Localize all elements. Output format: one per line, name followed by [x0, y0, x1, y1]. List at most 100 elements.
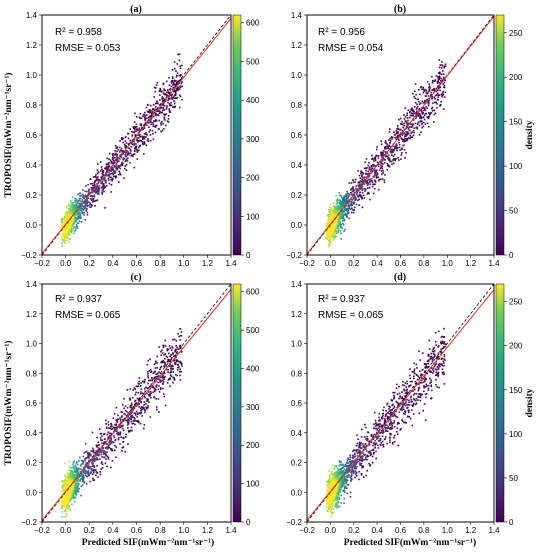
density-point [154, 390, 156, 392]
density-point [136, 411, 138, 413]
density-point [149, 395, 151, 397]
density-point [329, 211, 331, 213]
density-point [136, 128, 138, 130]
density-point [142, 392, 144, 394]
density-point [179, 60, 181, 62]
density-point [155, 132, 157, 134]
density-point [144, 115, 146, 117]
density-point [348, 218, 350, 220]
density-point [442, 65, 444, 67]
panel-title: (a) [130, 4, 142, 15]
x-tick-label: 0.0 [325, 259, 337, 268]
density-point [331, 233, 333, 235]
y-tick-label: 1.0 [26, 71, 38, 80]
density-point [140, 136, 142, 138]
density-point [63, 504, 65, 506]
density-point [131, 427, 133, 429]
density-point [162, 107, 164, 109]
density-point [166, 105, 168, 107]
density-point [148, 126, 150, 128]
density-point [347, 208, 349, 210]
density-point [174, 359, 176, 361]
density-point [361, 195, 363, 197]
density-point [388, 155, 390, 157]
density-point [160, 377, 162, 379]
density-point [62, 245, 64, 247]
density-point [155, 106, 157, 108]
density-point [140, 402, 142, 404]
density-point [352, 189, 354, 191]
density-point [387, 163, 389, 165]
density-point [144, 112, 146, 114]
density-point [352, 179, 354, 181]
density-point [439, 73, 441, 75]
density-point [70, 467, 72, 469]
density-point [61, 243, 63, 245]
x-tick-label: −0.2 [299, 259, 315, 268]
density-point [329, 230, 331, 232]
density-point [74, 469, 76, 471]
y-tick-label: 0.8 [291, 101, 303, 110]
density-point [72, 197, 74, 199]
density-point [62, 223, 64, 225]
density-point [416, 108, 418, 110]
density-point [396, 150, 398, 152]
density-point [429, 89, 431, 91]
density-point [140, 391, 142, 393]
density-point [346, 215, 348, 217]
density-point [172, 347, 174, 349]
x-tick-label: 1.2 [465, 259, 477, 268]
density-point [150, 416, 152, 418]
density-point [88, 470, 90, 472]
density-point [153, 126, 155, 128]
density-point [80, 468, 82, 470]
density-point [97, 163, 99, 165]
density-point [75, 467, 77, 469]
density-point [106, 466, 108, 468]
density-point [382, 168, 384, 170]
density-point [343, 210, 345, 212]
density-point [138, 129, 140, 131]
density-point [112, 162, 114, 164]
density-point [160, 354, 162, 356]
density-point [144, 401, 146, 403]
density-point [401, 152, 403, 154]
density-point [329, 236, 331, 238]
density-point [101, 454, 103, 456]
density-point [174, 379, 176, 381]
density-point [105, 463, 107, 465]
density-point [115, 154, 117, 156]
x-tick-label: 0.0 [60, 259, 72, 268]
density-point [181, 99, 183, 101]
density-point [431, 76, 433, 78]
density-point [65, 240, 67, 242]
density-point [412, 113, 414, 115]
density-point [384, 146, 386, 148]
density-point [413, 124, 415, 126]
density-point [61, 221, 63, 223]
density-point [137, 151, 139, 153]
density-point [413, 130, 415, 132]
density-point [61, 218, 63, 220]
density-point [162, 98, 164, 100]
density-point [174, 68, 176, 70]
density-point [168, 121, 170, 123]
density-point [181, 65, 183, 67]
density-point [177, 72, 179, 74]
colorbar-tick-label: 0 [246, 251, 251, 260]
density-point [391, 152, 393, 154]
density-point [359, 184, 361, 186]
density-point [427, 116, 429, 118]
density-point [372, 183, 374, 185]
density-point [427, 123, 429, 125]
density-point [400, 129, 402, 131]
density-point [344, 195, 346, 197]
density-point [123, 138, 125, 140]
density-point [120, 150, 122, 152]
density-point [172, 84, 174, 86]
density-point [145, 145, 147, 147]
density-point [170, 105, 172, 107]
density-point [173, 371, 175, 373]
density-point [335, 195, 337, 197]
density-point [116, 164, 118, 166]
